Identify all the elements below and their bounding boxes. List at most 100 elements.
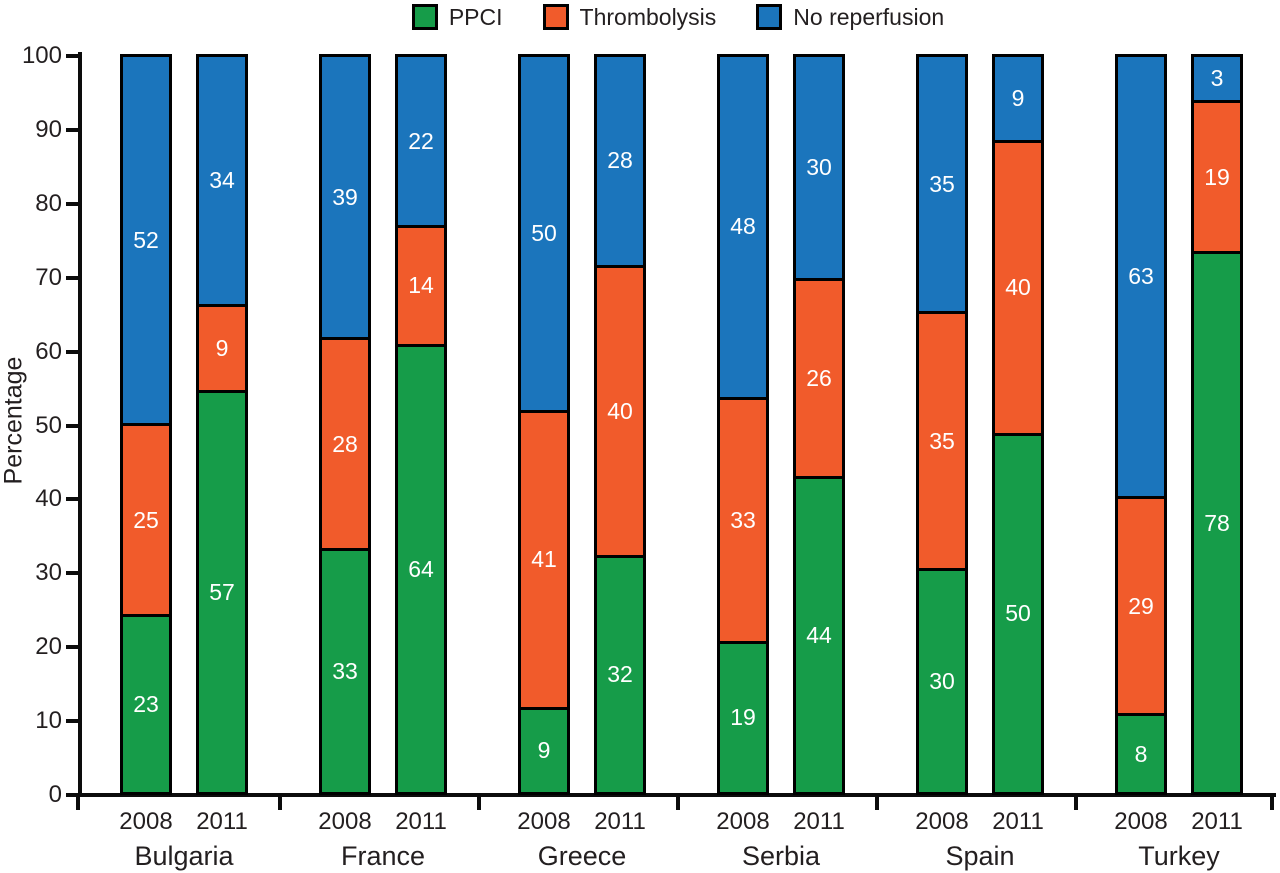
bar-turkey-2008: 8 29 63 (1115, 54, 1167, 795)
x-axis-group-tick (278, 793, 282, 810)
y-axis-tick (66, 202, 79, 206)
y-axis-tick (66, 54, 79, 58)
bar-segment-no-reperfusion: 3 (1194, 57, 1240, 100)
bar-france-2008: 33 28 39 (319, 54, 371, 795)
bar-france-2011: 64 14 22 (395, 54, 447, 795)
segment-value-label: 52 (133, 226, 159, 253)
x-tick-label-year: 2008 (915, 808, 969, 835)
bar-segment-ppci: 23 (123, 617, 169, 792)
x-tick-label-year: 2011 (793, 808, 845, 835)
segment-value-label: 34 (209, 167, 235, 194)
bar-segment-no-reperfusion: 22 (398, 56, 444, 226)
x-tick-label-year: 2011 (594, 808, 646, 835)
bar-segment-thrombolysis: 41 (521, 413, 567, 707)
bar-segment-no-reperfusion: 35 (919, 57, 965, 311)
x-axis-group-tick (477, 793, 481, 810)
bar-spain-2011: 50 40 9 (992, 54, 1044, 795)
bar-segment-ppci: 32 (597, 557, 643, 792)
legend-swatch-thrombolysis (542, 4, 569, 30)
segment-value-label: 41 (531, 546, 557, 573)
segment-value-label: 33 (332, 658, 358, 685)
segment-value-label: 28 (332, 430, 358, 457)
y-axis-tick (66, 571, 79, 575)
x-category-label: Serbia (741, 841, 821, 871)
x-axis-group-tick (1074, 793, 1078, 810)
bar-segment-ppci: 44 (796, 478, 842, 792)
segment-value-label: 26 (806, 364, 832, 391)
bar-spain-2008: 30 35 35 (916, 54, 968, 795)
x-tick-label-year: 2008 (517, 808, 571, 835)
bar-segment-no-reperfusion: 63 (1118, 57, 1164, 496)
bar-segment-no-reperfusion: 48 (720, 57, 766, 397)
x-axis-group-tick (1270, 793, 1274, 810)
y-tick-label: 60 (35, 338, 62, 365)
y-tick-label: 30 (35, 559, 62, 586)
bar-segment-ppci: 19 (720, 643, 766, 792)
segment-value-label: 40 (1005, 274, 1031, 301)
x-tick-label-year: 2008 (119, 808, 173, 835)
bar-segment-no-reperfusion: 9 (995, 57, 1041, 140)
segment-value-label: 48 (730, 213, 756, 240)
x-tick-label-year: 2008 (318, 808, 372, 835)
segment-value-label: 9 (215, 335, 229, 362)
bar-segment-no-reperfusion: 50 (521, 57, 567, 410)
bar-segment-thrombolysis: 35 (919, 314, 965, 568)
bar-serbia-2011: 44 26 30 (793, 54, 845, 795)
segment-value-label: 50 (1005, 600, 1031, 627)
bar-serbia-2008: 19 33 48 (717, 54, 769, 795)
y-tick-label: 0 (48, 781, 62, 808)
x-axis-group-tick (875, 793, 879, 810)
bar-segment-thrombolysis: 26 (796, 281, 842, 476)
y-axis-tick (66, 350, 79, 354)
bar-segment-no-reperfusion: 34 (199, 56, 245, 305)
segment-value-label: 9 (537, 737, 551, 764)
x-axis-group-tick (76, 793, 80, 810)
x-tick-label-year: 2011 (395, 808, 447, 835)
bar-segment-no-reperfusion: 39 (322, 57, 368, 338)
legend-label: Thrombolysis (579, 3, 717, 30)
segment-value-label: 57 (209, 578, 235, 605)
segment-value-label: 30 (929, 668, 955, 694)
bar-segment-thrombolysis: 9 (199, 307, 245, 390)
y-tick-label: 10 (35, 707, 62, 734)
bar-greece-2011: 32 40 28 (594, 54, 646, 795)
segment-value-label: 25 (133, 506, 159, 533)
x-axis-line (66, 793, 1276, 797)
y-axis-tick (66, 276, 79, 280)
segment-value-label: 35 (929, 170, 955, 197)
y-tick-label: 40 (35, 485, 62, 512)
x-tick-label-year: 2011 (992, 808, 1044, 835)
bar-turkey-2011: 78 19 3 (1191, 54, 1243, 795)
segment-value-label: 63 (1128, 262, 1154, 289)
segment-value-label: 40 (607, 397, 633, 424)
segment-value-label: 19 (1204, 163, 1230, 190)
bar-greece-2008: 9 41 50 (518, 54, 570, 795)
bar-segment-thrombolysis: 28 (322, 340, 368, 549)
legend-label: PPCI (448, 3, 503, 30)
segment-value-label: 28 (607, 147, 633, 174)
segment-value-label: 8 (1134, 740, 1148, 767)
segment-value-label: 44 (806, 621, 832, 648)
chart-legend: PPCI Thrombolysis No reperfusion (38, 4, 1280, 30)
legend-item-ppci: PPCI (411, 3, 503, 30)
y-axis-tick (66, 497, 79, 501)
y-axis-tick (66, 424, 79, 428)
x-tick-label-year: 2011 (1191, 808, 1243, 835)
legend-swatch-no-reperfusion (756, 4, 783, 30)
bar-segment-no-reperfusion: 28 (597, 57, 643, 265)
y-tick-label: 100 (21, 42, 62, 69)
segment-value-label: 19 (730, 704, 756, 731)
bar-segment-ppci: 57 (199, 392, 245, 792)
x-category-label: France (340, 841, 426, 871)
segment-value-label: 22 (408, 127, 434, 154)
y-tick-label: 50 (35, 412, 62, 439)
bar-bulgaria-2011: 57 9 34 (196, 54, 248, 795)
y-tick-label: 20 (35, 633, 62, 660)
bar-segment-no-reperfusion: 52 (123, 57, 169, 424)
segment-value-label: 9 (1011, 85, 1025, 111)
bar-segment-ppci: 9 (521, 709, 567, 792)
bar-segment-no-reperfusion: 30 (796, 57, 842, 278)
x-tick-label-year: 2008 (716, 808, 770, 835)
y-axis-line (78, 52, 82, 797)
segment-value-label: 29 (1128, 592, 1154, 619)
